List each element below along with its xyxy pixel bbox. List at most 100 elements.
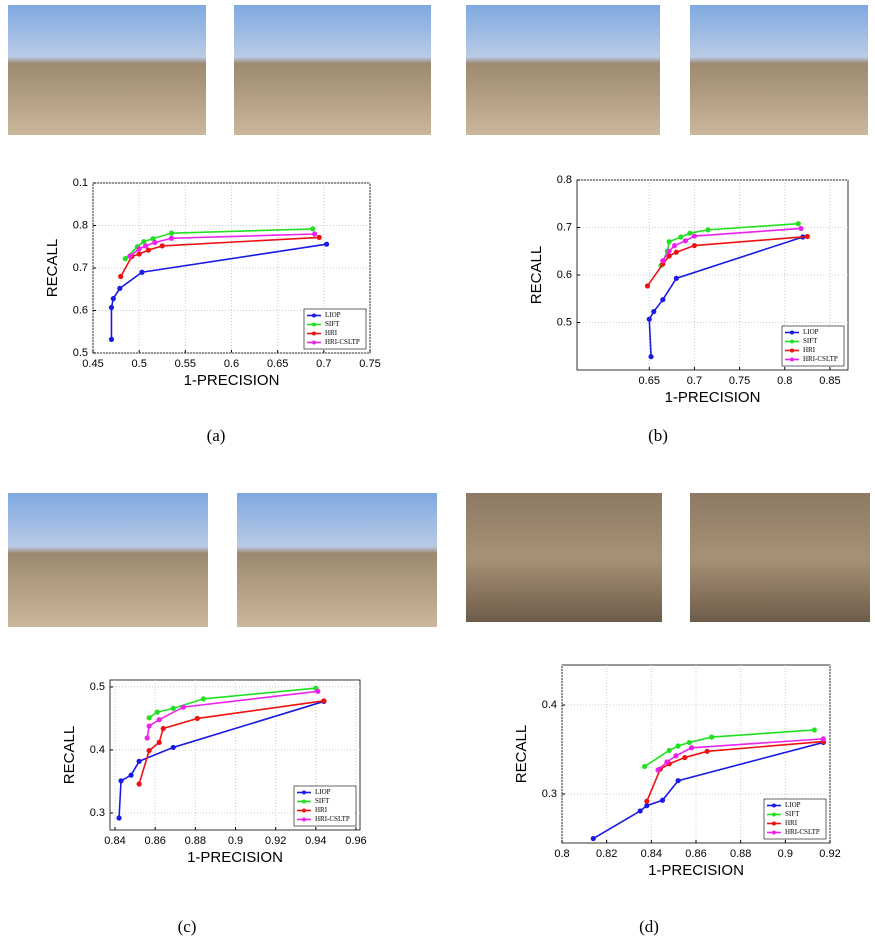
data-point [116, 815, 121, 820]
data-point [146, 248, 151, 253]
legend-label: SIFT [803, 337, 818, 345]
data-point [687, 740, 692, 745]
data-point [128, 773, 133, 778]
data-point [171, 745, 176, 750]
data-point [145, 735, 150, 740]
legend-label: SIFT [785, 810, 800, 818]
data-point [660, 258, 665, 263]
legend-marker [302, 791, 306, 795]
data-point [109, 305, 114, 310]
legend-label: HRI-CSLTP [803, 355, 838, 363]
data-point [169, 236, 174, 241]
data-point [644, 799, 649, 804]
x-tick-label: 0.92 [265, 835, 286, 847]
x-tick-label: 0.45 [82, 358, 103, 370]
data-point [169, 231, 174, 236]
data-point [660, 297, 665, 302]
data-point [181, 705, 186, 710]
x-tick-label: 0.7 [687, 375, 702, 387]
legend-marker [772, 822, 776, 826]
legend-marker [790, 349, 794, 353]
y-tick-label: 0.4 [90, 744, 105, 756]
x-tick-label: 0.94 [305, 835, 326, 847]
data-point [147, 715, 152, 720]
legend-label: HRI-CSLTP [325, 338, 360, 346]
data-point [638, 808, 643, 813]
x-tick-label: 0.9 [778, 848, 793, 860]
data-point [117, 286, 122, 291]
data-point [651, 309, 656, 314]
data-point [201, 696, 206, 701]
photo [466, 5, 660, 135]
legend-label: HRI-CSLTP [785, 828, 820, 836]
x-tick-label: 0.92 [819, 848, 840, 860]
data-point [152, 240, 157, 245]
data-point [591, 836, 596, 841]
data-point [664, 759, 669, 764]
data-point [798, 226, 803, 231]
data-point [317, 235, 322, 240]
data-point [118, 778, 123, 783]
x-tick-label: 0.8 [777, 375, 792, 387]
x-tick-label: 0.65 [639, 375, 660, 387]
data-point [674, 276, 679, 281]
y-tick-label: 0.4 [542, 699, 557, 711]
x-axis-label: 1-PRECISION [184, 372, 280, 389]
legend-label: SIFT [315, 797, 330, 805]
data-point [667, 239, 672, 244]
x-tick-label: 0.86 [144, 835, 165, 847]
photo [234, 5, 431, 135]
photo [8, 5, 206, 135]
data-point [689, 745, 694, 750]
data-point [118, 274, 123, 279]
x-tick-label: 0.85 [819, 375, 840, 387]
data-point [644, 803, 649, 808]
legend-marker [302, 809, 306, 813]
legend-label: HRI-CSLTP [315, 815, 350, 823]
data-point [109, 337, 114, 342]
data-point [805, 234, 810, 239]
x-tick-label: 0.75 [359, 358, 380, 370]
y-tick-label: 0.5 [90, 681, 105, 693]
x-tick-label: 0.86 [685, 848, 706, 860]
legend-marker [772, 831, 776, 835]
x-tick-label: 0.9 [228, 835, 243, 847]
data-point [161, 726, 166, 731]
x-tick-label: 0.65 [267, 358, 288, 370]
photo [466, 493, 662, 622]
data-point [312, 231, 317, 236]
caption: (c) [178, 917, 197, 936]
y-tick-label: 0.3 [542, 788, 557, 800]
data-point [655, 767, 660, 772]
data-point [127, 254, 132, 259]
data-point [667, 249, 672, 254]
data-point [667, 748, 672, 753]
x-axis-label: 1-PRECISION [665, 389, 761, 406]
data-point [111, 296, 116, 301]
x-tick-label: 0.7 [316, 358, 331, 370]
data-point [674, 250, 679, 255]
data-point [160, 243, 165, 248]
legend-marker [772, 813, 776, 817]
data-point [645, 283, 650, 288]
x-axis-label: 1-PRECISION [648, 862, 744, 879]
y-tick-label: 0.1 [73, 177, 88, 189]
caption: (b) [648, 426, 668, 445]
data-point [676, 743, 681, 748]
legend-marker [312, 314, 316, 318]
legend-marker [302, 800, 306, 804]
data-point [709, 734, 714, 739]
y-tick-label: 0.6 [557, 269, 572, 281]
x-tick-label: 0.84 [104, 835, 125, 847]
data-point [147, 748, 152, 753]
x-axis-label: 1-PRECISION [187, 849, 283, 866]
photo [8, 493, 208, 627]
data-point [171, 706, 176, 711]
data-point [672, 243, 677, 248]
y-axis-label: RECALL [44, 239, 61, 297]
y-tick-label: 0.3 [90, 807, 105, 819]
y-tick-label: 0.5 [557, 316, 572, 328]
y-axis-label: RECALL [61, 726, 78, 784]
caption: (d) [639, 917, 659, 936]
